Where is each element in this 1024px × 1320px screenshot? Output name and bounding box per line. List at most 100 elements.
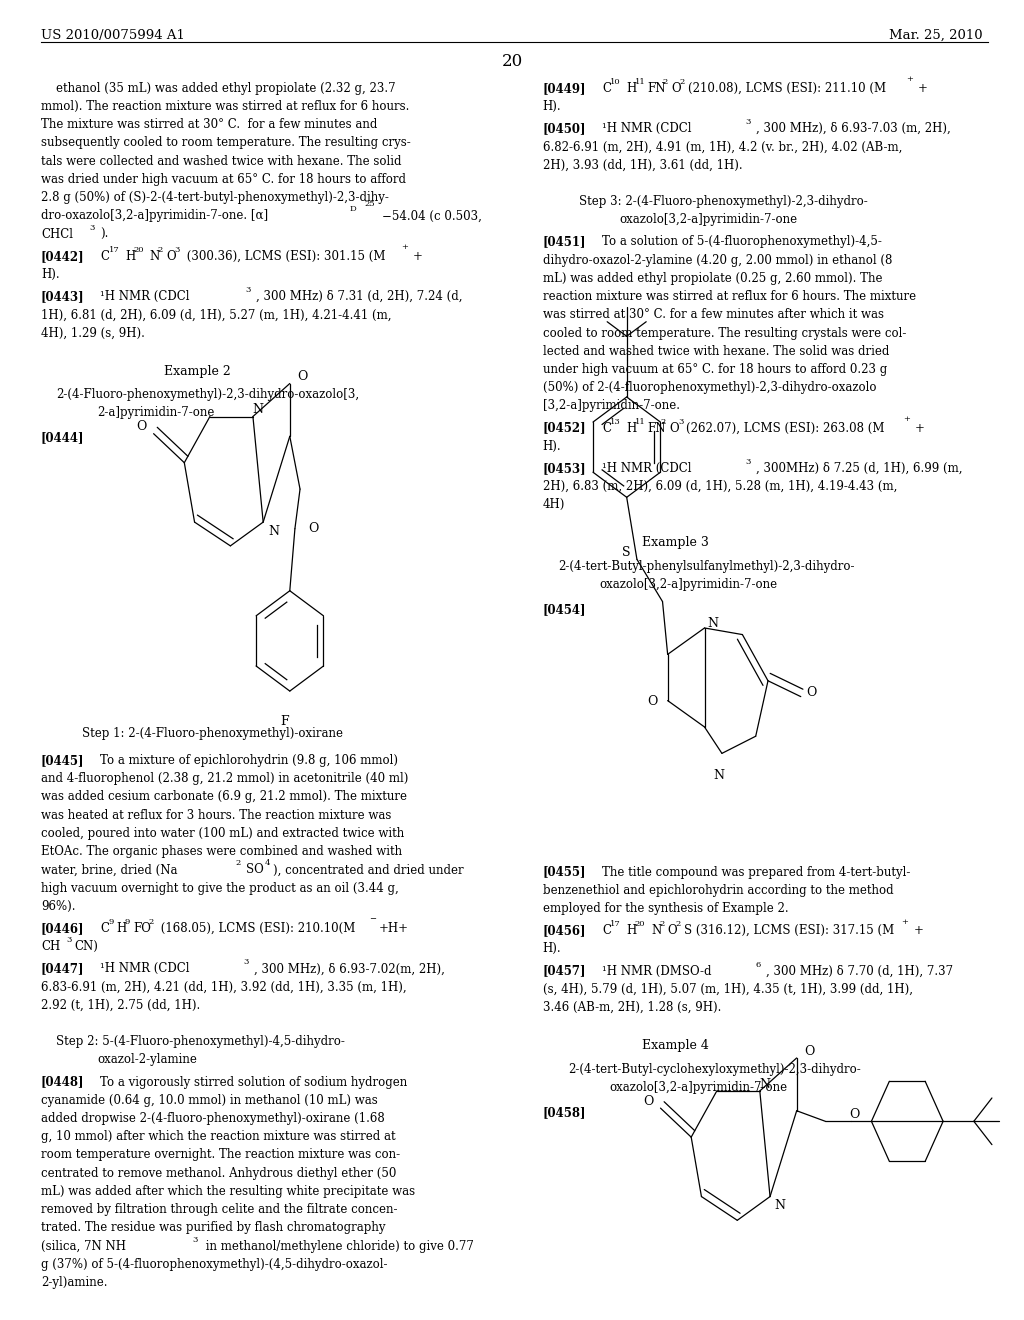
- Text: O: O: [297, 371, 307, 383]
- Text: oxazolo[3,2-a]pyrimidin-7-one: oxazolo[3,2-a]pyrimidin-7-one: [599, 578, 777, 591]
- Text: +: +: [913, 924, 924, 937]
- Text: 6: 6: [756, 961, 761, 969]
- Text: subsequently cooled to room temperature. The resulting crys-: subsequently cooled to room temperature.…: [41, 136, 411, 149]
- Text: +: +: [914, 421, 925, 434]
- Text: dro-oxazolo[3,2-a]pyrimidin-7-one. [α]: dro-oxazolo[3,2-a]pyrimidin-7-one. [α]: [41, 210, 268, 222]
- Text: 4H), 1.29 (s, 9H).: 4H), 1.29 (s, 9H).: [41, 326, 144, 339]
- Text: ¹H NMR (DMSO-d: ¹H NMR (DMSO-d: [602, 965, 712, 978]
- Text: 2.92 (t, 1H), 2.75 (dd, 1H).: 2.92 (t, 1H), 2.75 (dd, 1H).: [41, 999, 201, 1011]
- Text: 3: 3: [678, 417, 683, 425]
- Text: 2: 2: [660, 417, 666, 425]
- Text: 2-(4-tert-Butyl-cyclohexyloxymethyl)-2,3-dihydro-: 2-(4-tert-Butyl-cyclohexyloxymethyl)-2,3…: [568, 1063, 861, 1076]
- Text: and 4-fluorophenol (2.38 g, 21.2 mmol) in acetonitrile (40 ml): and 4-fluorophenol (2.38 g, 21.2 mmol) i…: [41, 772, 409, 785]
- Text: 2: 2: [236, 859, 241, 867]
- Text: Step 2: 5-(4-Fluoro-phenoxymethyl)-4,5-dihydro-: Step 2: 5-(4-Fluoro-phenoxymethyl)-4,5-d…: [56, 1035, 345, 1048]
- Text: O: O: [166, 249, 175, 263]
- Text: mL) was added after which the resulting white precipitate was: mL) was added after which the resulting …: [41, 1185, 415, 1197]
- Text: O: O: [308, 523, 318, 535]
- Text: (50%) of 2-(4-fluorophenoxymethyl)-2,3-dihydro-oxazolo: (50%) of 2-(4-fluorophenoxymethyl)-2,3-d…: [543, 381, 877, 395]
- Text: dihydro-oxazol-2-ylamine (4.20 g, 2.00 mmol) in ethanol (8: dihydro-oxazol-2-ylamine (4.20 g, 2.00 m…: [543, 253, 892, 267]
- Text: was stirred at 30° C. for a few minutes after which it was: was stirred at 30° C. for a few minutes …: [543, 309, 884, 321]
- Text: reaction mixture was stirred at reflux for 6 hours. The mixture: reaction mixture was stirred at reflux f…: [543, 290, 915, 304]
- Text: Example 4: Example 4: [642, 1039, 710, 1052]
- Text: 2: 2: [663, 78, 668, 86]
- Text: C: C: [100, 921, 110, 935]
- Text: 3: 3: [745, 119, 751, 127]
- Text: (s, 4H), 5.79 (d, 1H), 5.07 (m, 1H), 4.35 (t, 1H), 3.99 (dd, 1H),: (s, 4H), 5.79 (d, 1H), 5.07 (m, 1H), 4.3…: [543, 983, 912, 995]
- Text: [0453]: [0453]: [543, 462, 587, 475]
- Text: +: +: [918, 82, 928, 95]
- Text: ¹H NMR (CDCl: ¹H NMR (CDCl: [100, 290, 189, 304]
- Text: 20: 20: [133, 246, 143, 253]
- Text: 11: 11: [635, 78, 645, 86]
- Text: C: C: [602, 421, 611, 434]
- Text: oxazolo[3,2-a]pyrimidin-7-one: oxazolo[3,2-a]pyrimidin-7-one: [620, 214, 798, 226]
- Text: To a vigorously stirred solution of sodium hydrogen: To a vigorously stirred solution of sodi…: [100, 1076, 408, 1089]
- Text: C: C: [602, 924, 611, 937]
- Text: O: O: [647, 696, 657, 709]
- Text: N: N: [760, 1077, 770, 1090]
- Text: 25: 25: [365, 201, 375, 209]
- Text: O: O: [136, 421, 146, 433]
- Text: ¹H NMR (CDCl: ¹H NMR (CDCl: [602, 462, 691, 475]
- Text: 10: 10: [610, 78, 621, 86]
- Text: Step 1: 2-(4-Fluoro-phenoxymethyl)-oxirane: Step 1: 2-(4-Fluoro-phenoxymethyl)-oxira…: [82, 727, 343, 739]
- Text: C: C: [602, 82, 611, 95]
- Text: N: N: [150, 249, 160, 263]
- Text: mmol). The reaction mixture was stirred at reflux for 6 hours.: mmol). The reaction mixture was stirred …: [41, 100, 410, 114]
- Text: US 2010/0075994 A1: US 2010/0075994 A1: [41, 29, 185, 42]
- Text: 11: 11: [635, 417, 645, 425]
- Text: [0450]: [0450]: [543, 123, 586, 135]
- Text: 20: 20: [635, 920, 645, 928]
- Text: Example 2: Example 2: [164, 364, 230, 378]
- Text: 2: 2: [148, 917, 154, 927]
- Text: 3: 3: [67, 936, 72, 944]
- Text: SO: SO: [246, 863, 263, 876]
- Text: O: O: [806, 686, 816, 700]
- Text: added dropwise 2-(4-fluoro-phenoxymethyl)-oxirane (1.68: added dropwise 2-(4-fluoro-phenoxymethyl…: [41, 1111, 385, 1125]
- Text: +: +: [903, 414, 910, 422]
- Text: D: D: [349, 206, 356, 214]
- Text: CHCl: CHCl: [41, 227, 73, 240]
- Text: in methanol/methylene chloride) to give 0.77: in methanol/methylene chloride) to give …: [202, 1239, 474, 1253]
- Text: 9: 9: [125, 917, 130, 927]
- Text: 9: 9: [109, 917, 114, 927]
- Text: (300.36), LCMS (ESI): 301.15 (M: (300.36), LCMS (ESI): 301.15 (M: [183, 249, 386, 263]
- Text: FN: FN: [647, 421, 666, 434]
- Text: To a mixture of epichlorohydrin (9.8 g, 106 mmol): To a mixture of epichlorohydrin (9.8 g, …: [100, 754, 398, 767]
- Text: H: H: [117, 921, 127, 935]
- Text: (262.07), LCMS (ESI): 263.08 (M: (262.07), LCMS (ESI): 263.08 (M: [686, 421, 885, 434]
- Text: mL) was added ethyl propiolate (0.25 g, 2.60 mmol). The: mL) was added ethyl propiolate (0.25 g, …: [543, 272, 883, 285]
- Text: S (316.12), LCMS (ESI): 317.15 (M: S (316.12), LCMS (ESI): 317.15 (M: [684, 924, 894, 937]
- Text: under high vacuum at 65° C. for 18 hours to afford 0.23 g: under high vacuum at 65° C. for 18 hours…: [543, 363, 887, 376]
- Text: [0454]: [0454]: [543, 603, 586, 616]
- Text: 3: 3: [246, 286, 251, 294]
- Text: O: O: [672, 82, 681, 95]
- Text: [0442]: [0442]: [41, 249, 85, 263]
- Text: 96%).: 96%).: [41, 900, 76, 912]
- Text: 2: 2: [158, 246, 163, 253]
- Text: H).: H).: [543, 100, 561, 114]
- Text: H: H: [627, 924, 637, 937]
- Text: H).: H).: [41, 268, 59, 281]
- Text: cooled to room temperature. The resulting crystals were col-: cooled to room temperature. The resultin…: [543, 326, 906, 339]
- Text: H: H: [627, 421, 637, 434]
- Text: [0457]: [0457]: [543, 965, 586, 978]
- Text: [0444]: [0444]: [41, 432, 84, 445]
- Text: N: N: [651, 924, 662, 937]
- Text: +: +: [401, 243, 409, 251]
- Text: 6.83-6.91 (m, 2H), 4.21 (dd, 1H), 3.92 (dd, 1H), 3.35 (m, 1H),: 6.83-6.91 (m, 2H), 4.21 (dd, 1H), 3.92 (…: [41, 981, 407, 994]
- Text: , 300MHz) δ 7.25 (d, 1H), 6.99 (m,: , 300MHz) δ 7.25 (d, 1H), 6.99 (m,: [756, 462, 963, 475]
- Text: , 300 MHz), δ 6.93-7.03 (m, 2H),: , 300 MHz), δ 6.93-7.03 (m, 2H),: [756, 123, 950, 135]
- Text: was added cesium carbonate (6.9 g, 21.2 mmol). The mixture: was added cesium carbonate (6.9 g, 21.2 …: [41, 791, 407, 804]
- Text: , 300 MHz) δ 7.31 (d, 2H), 7.24 (d,: , 300 MHz) δ 7.31 (d, 2H), 7.24 (d,: [256, 290, 463, 304]
- Text: ), concentrated and dried under: ), concentrated and dried under: [273, 863, 464, 876]
- Text: +: +: [901, 917, 908, 925]
- Text: 2-yl)amine.: 2-yl)amine.: [41, 1276, 108, 1288]
- Text: (168.05), LCMS (ESI): 210.10(M: (168.05), LCMS (ESI): 210.10(M: [157, 921, 355, 935]
- Text: [0443]: [0443]: [41, 290, 85, 304]
- Text: , 300 MHz), δ 6.93-7.02(m, 2H),: , 300 MHz), δ 6.93-7.02(m, 2H),: [254, 962, 444, 975]
- Text: H: H: [125, 249, 135, 263]
- Text: , 300 MHz) δ 7.70 (d, 1H), 7.37: , 300 MHz) δ 7.70 (d, 1H), 7.37: [766, 965, 953, 978]
- Text: EtOAc. The organic phases were combined and washed with: EtOAc. The organic phases were combined …: [41, 845, 402, 858]
